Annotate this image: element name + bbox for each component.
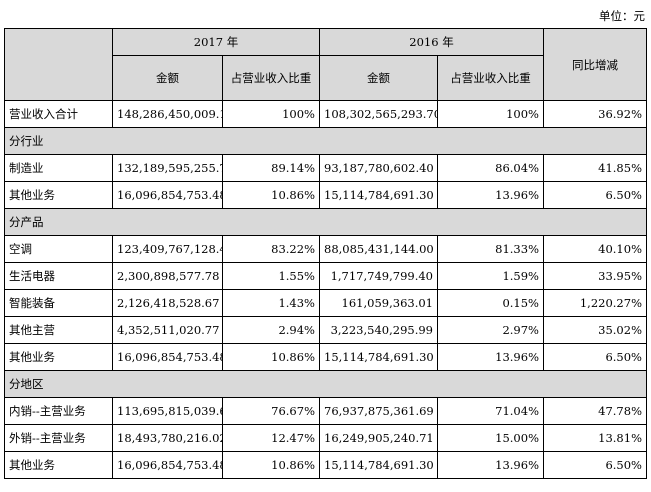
ratio-2016-cell: 1.59% [437, 262, 544, 290]
table-row: 其他业务 16,096,854,753.48 10.86% 15,114,784,69… [4, 343, 647, 371]
amount-2016-cell: 76,937,875,361.69 [319, 397, 438, 425]
amount-2016-cell: 88,085,431,144.00 [319, 235, 438, 263]
section-row: 分地区 [4, 370, 647, 398]
section-title: 分行业 [4, 127, 647, 155]
row-label: 内销--主营业务 [4, 397, 113, 425]
ratio-2017-cell: 2.94% [222, 316, 320, 344]
ratio-2016-cell: 13.96% [437, 343, 544, 371]
row-label: 其他业务 [4, 343, 113, 371]
ratio-2016-cell: 15.00% [437, 424, 544, 452]
row-label: 其他主营 [4, 316, 113, 344]
section-row: 分行业 [4, 127, 647, 155]
header-amount-2017: 金额 [112, 55, 223, 101]
header-blank-cell [4, 28, 113, 101]
amount-2017-cell: 113,695,815,039.68 [112, 397, 223, 425]
row-label: 外销--主营业务 [4, 424, 113, 452]
section-title: 分产品 [4, 208, 647, 236]
table-row: 生活电器 2,300,898,577.78 1.55% 1,717,749,799.4… [4, 262, 647, 290]
ratio-2016-cell: 0.15% [437, 289, 544, 317]
row-label: 空调 [4, 235, 113, 263]
yoy-cell: 40.10% [543, 235, 647, 263]
header-year-2017: 2017 年 [112, 28, 320, 56]
ratio-2017-cell: 89.14% [222, 154, 320, 182]
yoy-cell: 33.95% [543, 262, 647, 290]
amount-2016-cell: 161,059,363.01 [319, 289, 438, 317]
table-row: 其他业务 16,096,854,753.48 10.86% 15,114,784,69… [4, 451, 647, 479]
ratio-2016-cell: 71.04% [437, 397, 544, 425]
ratio-2016-cell: 81.33% [437, 235, 544, 263]
yoy-cell: 47.78% [543, 397, 647, 425]
amount-2016-cell: 93,187,780,602.40 [319, 154, 438, 182]
amount-2016-cell: 15,114,784,691.30 [319, 181, 438, 209]
section-row: 分产品 [4, 208, 647, 236]
header-amount-2016: 金额 [319, 55, 438, 101]
ratio-2017-cell: 1.55% [222, 262, 320, 290]
amount-2016-cell: 1,717,749,799.40 [319, 262, 438, 290]
amount-2016-cell: 15,114,784,691.30 [319, 451, 438, 479]
yoy-cell: 41.85% [543, 154, 647, 182]
row-label: 其他业务 [4, 451, 113, 479]
yoy-cell: 13.81% [543, 424, 647, 452]
amount-2016-cell: 15,114,784,691.30 [319, 343, 438, 371]
amount-2016-cell: 16,249,905,240.71 [319, 424, 438, 452]
yoy-cell: 36.92% [543, 100, 647, 128]
amount-2017-cell: 16,096,854,753.48 [112, 343, 223, 371]
total-row: 营业收入合计 148,286,450,009.18 100% 108,302,5… [4, 100, 647, 128]
header-ratio-2016: 占营业收入比重 [437, 55, 544, 101]
row-label: 智能装备 [4, 289, 113, 317]
ratio-2016-cell: 2.97% [437, 316, 544, 344]
amount-2017-cell: 123,409,767,128.48 [112, 235, 223, 263]
amount-2017-cell: 2,126,418,528.67 [112, 289, 223, 317]
ratio-2016-cell: 86.04% [437, 154, 544, 182]
amount-2017-cell: 148,286,450,009.18 [112, 100, 223, 128]
amount-2017-cell: 18,493,780,216.02 [112, 424, 223, 452]
table-row: 其他业务 16,096,854,753.48 10.86% 15,114,784,69… [4, 181, 647, 209]
yoy-cell: 6.50% [543, 181, 647, 209]
header-year-2016: 2016 年 [319, 28, 544, 56]
row-label: 制造业 [4, 154, 113, 182]
table-row: 内销--主营业务 113,695,815,039.68 76.67% 76,937,8… [4, 397, 647, 425]
amount-2017-cell: 132,189,595,255.70 [112, 154, 223, 182]
ratio-2017-cell: 76.67% [222, 397, 320, 425]
amount-2017-cell: 2,300,898,577.78 [112, 262, 223, 290]
table-row: 智能装备 2,126,418,528.67 1.43% 161,059,363.01 0… [4, 289, 647, 317]
row-label: 其他业务 [4, 181, 113, 209]
yoy-cell: 35.02% [543, 316, 647, 344]
section-title: 分地区 [4, 370, 647, 398]
ratio-2017-cell: 10.86% [222, 181, 320, 209]
row-label: 营业收入合计 [4, 100, 113, 128]
header-yoy: 同比增减 [543, 28, 647, 101]
ratio-2017-cell: 83.22% [222, 235, 320, 263]
amount-2016-cell: 3,223,540,295.99 [319, 316, 438, 344]
yoy-cell: 6.50% [543, 343, 647, 371]
ratio-2017-cell: 10.86% [222, 451, 320, 479]
ratio-2016-cell: 13.96% [437, 181, 544, 209]
ratio-2017-cell: 1.43% [222, 289, 320, 317]
amount-2016-cell: 108,302,565,293.70 [319, 100, 438, 128]
revenue-breakdown-table: 2017 年 2016 年 同比增减 金额 占营业收入比重 金额 占营业收入比重… [4, 28, 647, 479]
table-body: 营业收入合计 148,286,450,009.18 100% 108,302,5… [4, 100, 647, 479]
table-row: 空调 123,409,767,128.48 83.22% 88,085,431,144… [4, 235, 647, 263]
table-row: 制造业 132,189,595,255.70 89.14% 93,187,780,60… [4, 154, 647, 182]
table-row: 外销--主营业务 18,493,780,216.02 12.47% 16,249,90… [4, 424, 647, 452]
amount-2017-cell: 4,352,511,020.77 [112, 316, 223, 344]
ratio-2016-cell: 100% [437, 100, 544, 128]
ratio-2016-cell: 13.96% [437, 451, 544, 479]
yoy-cell: 1,220.27% [543, 289, 647, 317]
ratio-2017-cell: 100% [222, 100, 320, 128]
row-label: 生活电器 [4, 262, 113, 290]
unit-label: 单位：元 [599, 9, 645, 23]
ratio-2017-cell: 10.86% [222, 343, 320, 371]
table-header: 2017 年 2016 年 同比增减 金额 占营业收入比重 金额 占营业收入比重 [4, 28, 647, 101]
yoy-cell: 6.50% [543, 451, 647, 479]
amount-2017-cell: 16,096,854,753.48 [112, 451, 223, 479]
amount-2017-cell: 16,096,854,753.48 [112, 181, 223, 209]
table-row: 其他主营 4,352,511,020.77 2.94% 3,223,540,295.9… [4, 316, 647, 344]
ratio-2017-cell: 12.47% [222, 424, 320, 452]
header-ratio-2017: 占营业收入比重 [222, 55, 320, 101]
